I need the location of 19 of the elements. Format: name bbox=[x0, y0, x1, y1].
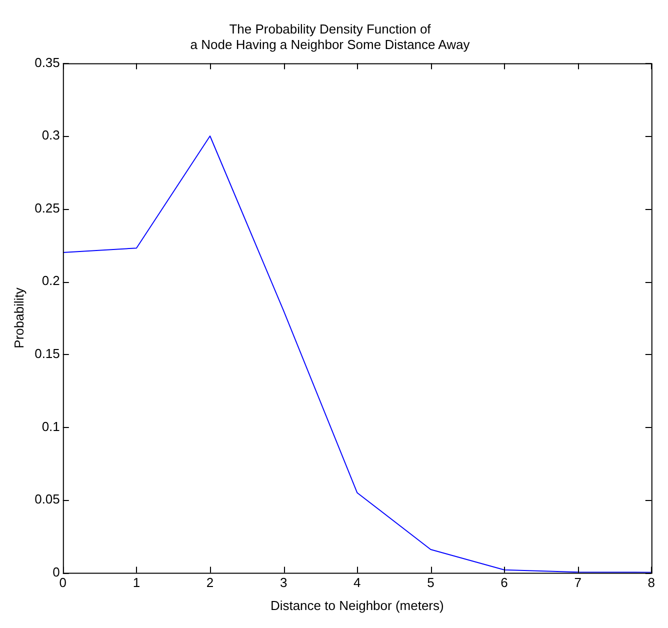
y-tick-label: 0.3 bbox=[42, 128, 60, 143]
x-tick-label: 3 bbox=[280, 575, 288, 590]
y-tick-label: 0.05 bbox=[34, 492, 60, 507]
y-tick-label: 0.25 bbox=[34, 200, 60, 216]
x-tick-label: 4 bbox=[354, 575, 361, 590]
y-tick-label: 0.35 bbox=[34, 54, 60, 70]
x-tick-label: 8 bbox=[648, 575, 655, 590]
y-tick-label: 0.1 bbox=[42, 418, 60, 434]
y-tick-label: 0.2 bbox=[42, 273, 60, 288]
y-axis-title: Probability bbox=[11, 287, 26, 348]
x-tick-label: 5 bbox=[427, 575, 434, 590]
chart-title: The Probability Density Function of a Node Having a Neighbor Some Distance Away bbox=[190, 21, 470, 52]
x-tick-label: 7 bbox=[574, 575, 582, 590]
y-tick-label: 0 bbox=[52, 564, 60, 580]
x-tick-label: 1 bbox=[132, 575, 140, 590]
x-tick-label: 6 bbox=[500, 575, 508, 590]
x-axis-title: Distance to Neighbor (meters) bbox=[270, 598, 444, 613]
y-tick-label: 0.15 bbox=[34, 346, 60, 361]
x-tick-label: 2 bbox=[206, 575, 214, 590]
